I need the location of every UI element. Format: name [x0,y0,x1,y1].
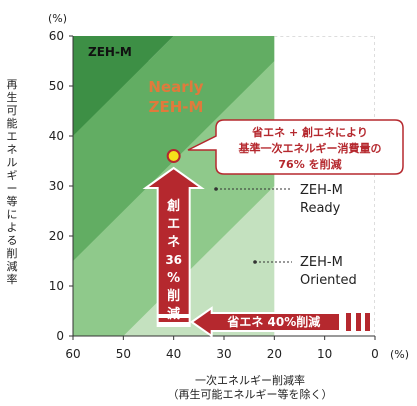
region-label-nearly-line2: ZEH-M [149,98,204,116]
arrow-up-label-char: エ [167,217,180,232]
arrow-left-tail-stripe [365,313,370,331]
arrow-up-label-char: 36 [165,253,182,267]
y-tick-label: 40 [49,129,64,143]
x-tick-label: 60 [65,347,80,361]
arrow-left-tail-stripe [346,313,351,331]
arrow-left-energy-saving [189,306,341,338]
y-tick-label: 0 [56,329,64,343]
region-label-ready-line1: ZEH-M [300,183,343,198]
region-nearly-zeh-m [73,36,275,261]
arrow-up-label-char: 削 [167,288,180,304]
arrow-divider-2 [157,322,190,326]
arrow-up-label-char: ネ [167,235,180,250]
region-label-ready-line2: Ready [300,201,341,216]
oriented-leader-dot [253,260,257,264]
x-axis-label-line2: （再生可能エネルギー等を除く） [167,388,333,401]
arrow-up-renewable [142,166,205,327]
y-tick-label: 50 [49,79,64,93]
x-tick-label: 50 [116,347,131,361]
region-label-nearly-line1: Nearly [148,78,203,96]
ready-leader-dot [214,187,218,191]
x-axis-label: 一次エネルギー削減率 （再生可能エネルギー等を除く） [120,374,380,402]
y-tick-label: 10 [49,279,64,293]
data-point-76-percent [166,149,181,163]
x-axis-label-line1: 一次エネルギー削減率 [195,374,305,387]
arrow-left-label: 省エネ 40%削減 [226,314,320,329]
callout-line1: 省エネ + 創エネにより [251,125,368,139]
region-label-oriented-line2: Oriented [300,273,357,288]
callout-line2: 基準一次エネルギー消費量の [238,141,382,155]
y-axis-label: 再生可能エネルギー等による削減率 [6,78,18,286]
arrow-up-label-char: % [167,271,180,286]
region-zeh-m [73,36,174,136]
y-tick-label: 60 [49,29,64,43]
x-tick-label: 40 [166,347,181,361]
x-tick-label: 20 [267,347,282,361]
x-tick-label: 30 [216,347,231,361]
arrow-divider-1 [157,314,190,318]
x-axis-unit: (%) [390,348,409,361]
region-label-oriented-line1: ZEH-M [300,255,343,270]
x-tick-label: 0 [371,347,379,361]
callout-line3: 76% を削減 [278,157,341,171]
y-tick-label: 30 [49,179,64,193]
region-label-zeh-m: ZEH-M [88,45,132,59]
y-axis-unit: (%) [48,12,67,25]
x-tick-label: 10 [317,347,332,361]
arrow-up-label-char: 創 [166,198,180,214]
y-tick-label: 20 [49,229,64,243]
callout-bubble [187,119,404,175]
arrow-left-tail-stripe [356,313,361,331]
